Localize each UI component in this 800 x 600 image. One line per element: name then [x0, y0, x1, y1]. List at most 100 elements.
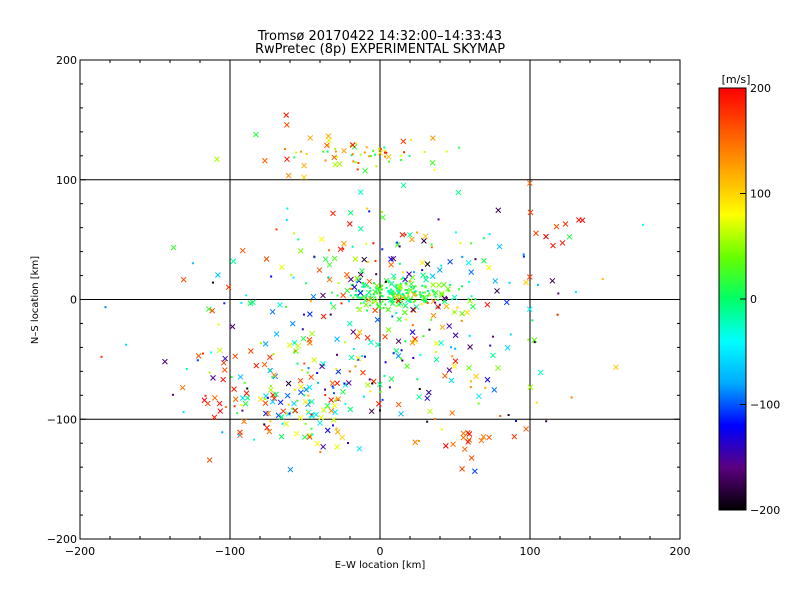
data-point-dot [291, 407, 294, 410]
data-point-dot [492, 335, 495, 338]
data-point-x [232, 396, 239, 403]
data-point-dot [424, 301, 427, 304]
data-point-x [297, 377, 304, 384]
data-point-dot [426, 302, 429, 305]
data-point-dot [352, 348, 355, 351]
data-point-x [400, 182, 407, 189]
data-point-x [348, 276, 354, 283]
data-point-x [364, 382, 371, 388]
data-point-x [278, 414, 285, 420]
data-point-dot [290, 273, 293, 276]
data-point-x [297, 415, 304, 421]
chart-subtitle: RwPretec (8p) EXPERIMENTAL SKYMAP [255, 42, 505, 57]
data-point-x [334, 336, 340, 342]
data-point-x [350, 329, 357, 335]
data-point-x [287, 466, 294, 473]
data-point-x [476, 393, 482, 400]
data-point-dot [433, 168, 436, 171]
data-point-dot [447, 289, 450, 292]
data-point-dot [335, 367, 338, 370]
data-point-dot [240, 404, 243, 407]
data-point-x [325, 133, 332, 139]
data-point-dot [328, 249, 331, 252]
data-point-dot [489, 344, 492, 347]
data-point-dot [379, 287, 382, 290]
data-point-dot [458, 146, 461, 149]
data-point-x [451, 294, 458, 301]
data-point-dot [350, 284, 353, 287]
data-point-dot [383, 146, 386, 149]
data-point-x [346, 320, 353, 327]
data-point-x [298, 383, 304, 390]
data-point-dot [376, 287, 379, 290]
data-point-x [395, 297, 402, 304]
data-point-dot [372, 242, 375, 245]
data-point-dot [351, 245, 354, 248]
data-point-x [311, 357, 317, 363]
colorbar-tick-label: −100 [750, 399, 780, 412]
data-point-dot [359, 296, 362, 299]
data-point-dot [224, 405, 227, 408]
data-point-dot [404, 340, 407, 343]
data-point-x [320, 292, 326, 299]
data-point-x [365, 296, 372, 303]
data-point-x [377, 149, 384, 156]
data-point-dot [383, 374, 386, 377]
data-point-x [430, 282, 436, 288]
data-point-x [283, 421, 290, 427]
data-point-x [162, 358, 168, 365]
data-point-dot [401, 271, 404, 274]
data-point-dot [221, 431, 224, 434]
data-point-dot [240, 301, 243, 304]
data-point-dot [349, 294, 352, 297]
data-point-x [324, 427, 331, 434]
data-point-x [285, 411, 292, 417]
data-point-x [412, 338, 418, 345]
data-point-x [354, 275, 360, 282]
data-point-dot [331, 385, 334, 388]
data-point-dot [253, 438, 256, 441]
data-point-dot [426, 294, 429, 297]
data-point-dot [369, 390, 372, 393]
data-point-x [330, 417, 337, 423]
data-point-x [468, 269, 475, 275]
data-point-dot [292, 276, 295, 279]
data-point-x [439, 324, 446, 331]
data-point-x [410, 306, 416, 313]
data-point-x [433, 356, 440, 363]
data-point-x [271, 395, 278, 402]
data-point-dot [210, 351, 213, 354]
data-point-dot [361, 354, 364, 357]
data-point-x [331, 154, 338, 161]
data-point-dot [377, 147, 380, 150]
y-tick-label: 200 [56, 54, 77, 67]
data-point-dot [392, 352, 395, 355]
data-point-dot [171, 393, 174, 396]
data-point-x [459, 465, 465, 472]
data-point-dot [400, 154, 403, 157]
data-point-dot [351, 153, 354, 156]
data-point-x [273, 391, 279, 398]
data-point-dot [391, 315, 394, 318]
data-point-x [409, 236, 415, 243]
data-point-x [345, 380, 352, 386]
data-point-x [253, 362, 260, 369]
data-point-x [402, 302, 409, 309]
data-point-x [407, 287, 414, 294]
data-point-dot [334, 150, 337, 153]
data-point-dot [245, 294, 248, 297]
data-point-x [364, 334, 371, 341]
data-point-x [402, 309, 408, 316]
data-point-dot [246, 387, 249, 390]
data-point-x [214, 156, 220, 163]
data-point-dot [461, 255, 464, 258]
data-point-dot [416, 231, 419, 234]
data-point-x [430, 312, 437, 319]
data-point-x [566, 233, 573, 240]
data-point-x [523, 426, 529, 432]
data-point-x [320, 313, 327, 320]
data-point-x [201, 397, 208, 404]
data-point-dot [423, 150, 426, 153]
data-point-dot [408, 299, 411, 302]
data-point-x [283, 121, 290, 128]
